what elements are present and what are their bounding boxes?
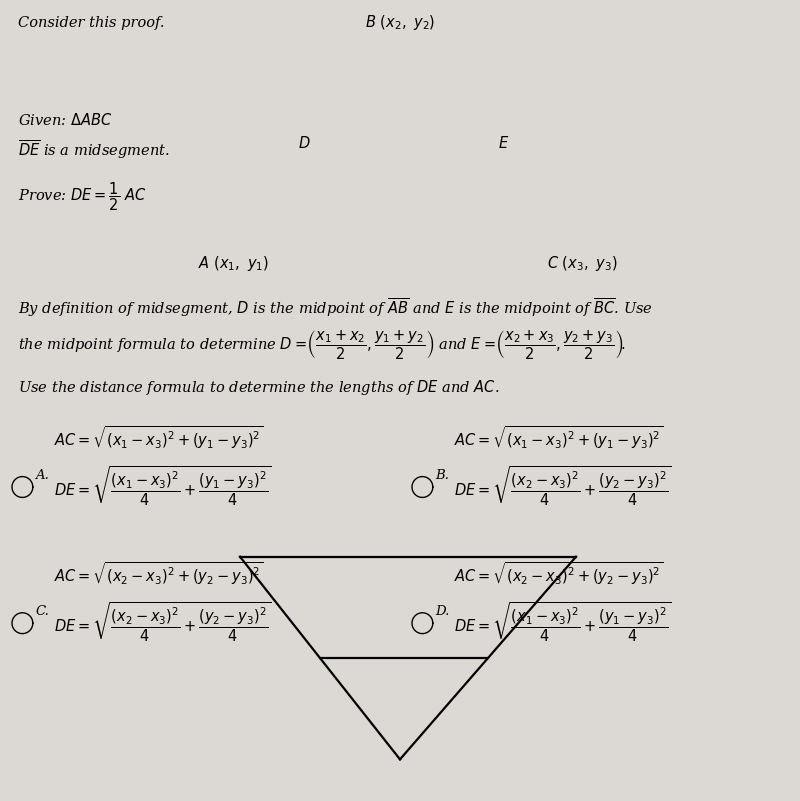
Text: $B\ (x_2,\ y_2)$: $B\ (x_2,\ y_2)$ [365, 13, 435, 32]
Text: the midpoint formula to determine $D = \!\left(\dfrac{x_1 + x_2}{2},\dfrac{y_1+y: the midpoint formula to determine $D = \… [18, 328, 626, 362]
Text: Prove: $DE = \dfrac{1}{2}\ AC$: Prove: $DE = \dfrac{1}{2}\ AC$ [18, 180, 146, 213]
Text: $\overline{DE}$ is a midsegment.: $\overline{DE}$ is a midsegment. [18, 139, 170, 161]
Text: Use the distance formula to determine the lengths of $DE$ and $AC$.: Use the distance formula to determine th… [18, 378, 499, 397]
Text: $AC = \sqrt{(x_1 - x_3)^2 + (y_1 - y_3)^2}$: $AC = \sqrt{(x_1 - x_3)^2 + (y_1 - y_3)^… [54, 425, 264, 451]
Text: $AC = \sqrt{(x_1 - x_3)^2 + (y_1 - y_3)^2}$: $AC = \sqrt{(x_1 - x_3)^2 + (y_1 - y_3)^… [454, 425, 664, 451]
Text: $AC = \sqrt{(x_2 - x_3)^2 + (y_2 - y_3)^2}$: $AC = \sqrt{(x_2 - x_3)^2 + (y_2 - y_3)^… [454, 561, 664, 587]
Text: $AC = \sqrt{(x_2 - x_3)^2 + (y_2 - y_3)^2}$: $AC = \sqrt{(x_2 - x_3)^2 + (y_2 - y_3)^… [54, 561, 264, 587]
Text: $D$: $D$ [298, 135, 310, 151]
Text: $DE = \sqrt{\dfrac{(x_2 - x_3)^2}{4} + \dfrac{(y_2 - y_3)^2}{4}}$: $DE = \sqrt{\dfrac{(x_2 - x_3)^2}{4} + \… [454, 465, 672, 508]
Text: Consider this proof.: Consider this proof. [18, 16, 164, 30]
Text: B.: B. [435, 469, 450, 481]
Text: $DE = \sqrt{\dfrac{(x_1 - x_3)^2}{4} + \dfrac{(y_1 - y_3)^2}{4}}$: $DE = \sqrt{\dfrac{(x_1 - x_3)^2}{4} + \… [54, 465, 272, 508]
Text: $DE = \sqrt{\dfrac{(x_1 - x_3)^2}{4} + \dfrac{(y_1 - y_3)^2}{4}}$: $DE = \sqrt{\dfrac{(x_1 - x_3)^2}{4} + \… [454, 601, 672, 644]
Text: C.: C. [35, 605, 49, 618]
Text: By definition of midsegment, $D$ is the midpoint of $\overline{AB}$ and $E$ is t: By definition of midsegment, $D$ is the … [18, 296, 653, 319]
Text: $DE = \sqrt{\dfrac{(x_2 - x_3)^2}{4} + \dfrac{(y_2 - y_3)^2}{4}}$: $DE = \sqrt{\dfrac{(x_2 - x_3)^2}{4} + \… [54, 601, 272, 644]
Text: $E$: $E$ [498, 135, 509, 151]
Text: $C\ (x_3,\ y_3)$: $C\ (x_3,\ y_3)$ [547, 254, 618, 273]
Text: $A\ (x_1,\ y_1)$: $A\ (x_1,\ y_1)$ [198, 254, 269, 273]
Text: Given: $\Delta ABC$: Given: $\Delta ABC$ [18, 112, 112, 128]
Text: D.: D. [435, 605, 450, 618]
Text: A.: A. [35, 469, 49, 481]
